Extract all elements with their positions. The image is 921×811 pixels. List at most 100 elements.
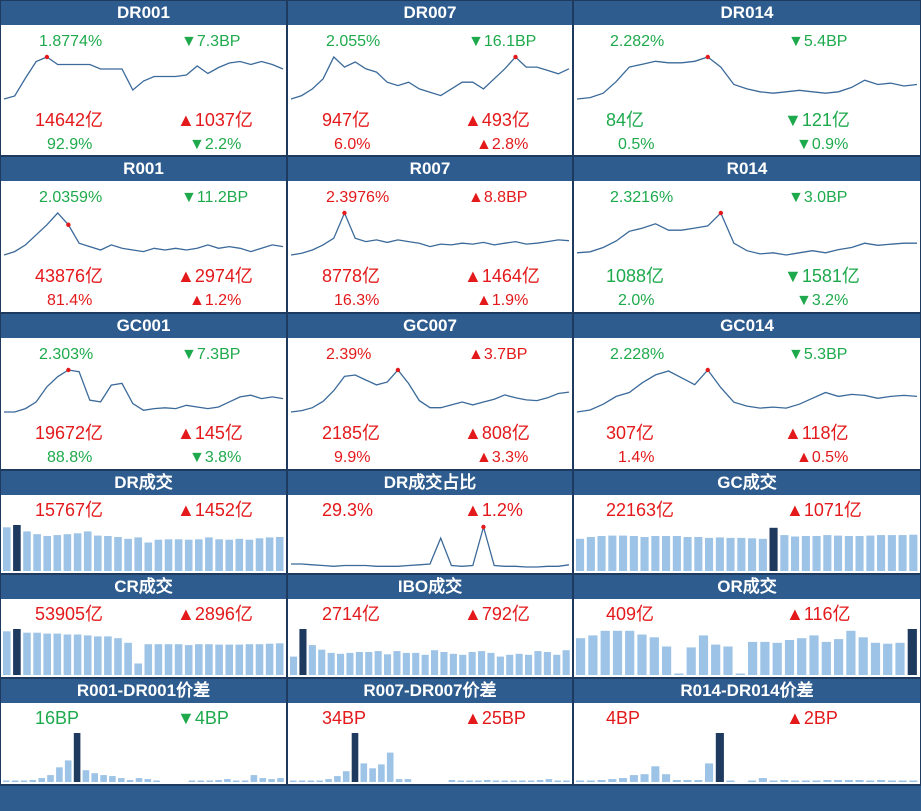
primary-change: ▲2BP [786,708,838,728]
panel-gc001: GC001 2.303% ▼7.3BP 19672亿 ▲145亿 88.8% ▼3.8% [0,313,287,470]
bar [586,780,595,782]
bar [33,534,41,571]
bar [640,774,649,782]
bar [126,780,134,782]
panel-r007: R007 2.3976% ▲8.8BP 8778亿 ▲1464亿 16.3% ▲1.9% [287,156,573,313]
volume-value: 84亿 [606,110,645,130]
rate-value: 2.303% [39,346,94,363]
bar [164,644,173,675]
peak-marker [705,367,710,373]
bar [870,642,881,675]
volume-change: ▲1037亿 [177,110,253,130]
bar [64,760,72,782]
bar [510,780,517,782]
primary-change: ▲2896亿 [177,604,253,624]
bar [883,643,893,675]
share-change: ▼3.2% [796,292,849,309]
bar [440,652,448,675]
panel-title: OR成交 [574,575,920,599]
primary-value: 34BP [322,708,367,728]
bar [501,780,509,782]
bar [43,633,51,675]
bar [586,537,595,571]
panel-r014: R014 2.3216% ▼3.0BP 1088亿 ▼1581亿 2.0% ▼3.2% [573,156,921,313]
bar [144,644,153,675]
bar [134,663,142,675]
bar [245,644,254,675]
volume-bar-chart [3,525,284,571]
share-value: 2.0% [618,292,655,309]
bar [56,767,63,782]
panel-title: CR成交 [1,575,286,599]
share-value: 6.0% [334,136,371,153]
bar [355,652,363,675]
bar [866,780,875,782]
bar [844,536,853,571]
bar [834,780,843,782]
rate-change: ▲3.7BP [468,346,528,363]
bar [563,780,570,782]
panel-title: IBO成交 [288,575,572,599]
bar [812,536,821,571]
trend-sparkline [3,212,284,256]
bar [780,780,789,782]
rate-value: 2.0359% [39,189,103,206]
share-change: ▼3.8% [189,449,242,466]
bar [834,639,844,675]
panel-gc007: GC007 2.39% ▲3.7BP 2185亿 ▲808亿 9.9% ▲3.3% [287,313,573,470]
bar [487,652,495,675]
bar [206,780,213,782]
bar [475,780,482,782]
sparkline-path [290,368,570,413]
bar [316,780,323,782]
trend-sparkline [576,54,918,100]
rate-value: 2.39% [326,346,372,363]
rate-value: 1.8774% [39,33,103,50]
rate-change: ▼7.3BP [181,346,241,363]
sparkline-path [290,55,570,100]
volume-bar-chart [576,629,917,675]
trend-sparkline [290,54,570,100]
panel-title: DR014 [574,1,920,25]
bar [402,652,410,675]
peak-marker [718,210,724,216]
bar [457,780,464,782]
rate-change: ▼5.4BP [788,33,848,50]
bar [637,634,647,675]
bar [109,776,116,782]
sparkline-path [290,211,570,256]
bar [554,780,561,782]
sparkline-path [576,368,918,413]
bar [855,780,864,782]
peak-marker [342,210,347,216]
bar [758,778,767,782]
peak-marker [705,54,710,60]
volume-bar-chart [576,527,918,571]
bar [224,779,231,782]
bar [374,651,382,675]
footer-bar [0,785,921,811]
bar [290,780,297,782]
bar [887,780,896,782]
share-value: 92.9% [47,136,93,153]
bar [164,539,173,571]
peak-marker [481,524,486,530]
panel-r001-dr001-15: R001-DR001价差 16BP ▼4BP [0,678,287,785]
bar [536,780,544,782]
bar [118,778,125,782]
bar [449,653,457,675]
bar [492,780,500,782]
bar [705,763,714,782]
bar [468,652,476,675]
bar [662,646,672,675]
bar [154,644,163,675]
panel-title: R001-DR001价差 [1,679,286,703]
rate-value: 2.3976% [326,189,390,206]
panel-title: R007-DR007价差 [288,679,572,703]
volume-value: 8778亿 [322,266,381,286]
bar [195,539,203,571]
bar [265,643,274,675]
rate-change: ▲8.8BP [468,189,528,206]
bar [134,537,142,571]
